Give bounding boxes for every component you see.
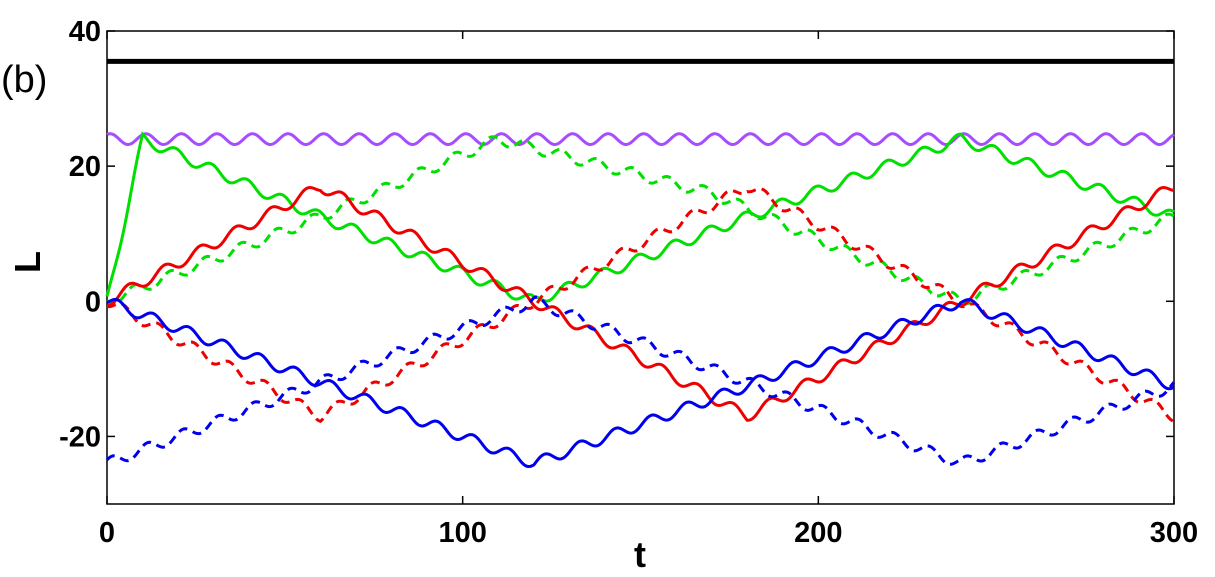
x-tick-label: 0	[99, 517, 115, 549]
series-line-5	[106, 187, 1175, 424]
series-line-4	[107, 186, 1175, 422]
series-line-6	[106, 297, 1175, 469]
x-axis-label: t	[634, 534, 646, 575]
y-tick-label: 40	[69, 16, 101, 48]
x-tick-label: 200	[794, 517, 842, 549]
series-line-2	[105, 131, 1175, 303]
panel-label: (b)	[1, 59, 47, 101]
y-axis-label: L	[7, 251, 48, 273]
y-tick-label: 20	[69, 151, 101, 183]
x-tick-label: 100	[438, 517, 486, 549]
series-line-3	[106, 135, 1175, 305]
series-line-7	[105, 295, 1176, 466]
series-line-1	[106, 132, 1175, 147]
y-tick-label: -20	[59, 421, 101, 453]
ticks: 0 100 200 300 -20 0 20 40	[59, 16, 1198, 549]
x-tick-label: 300	[1150, 517, 1198, 549]
y-tick-label: 0	[85, 286, 101, 318]
series-layer	[105, 58, 1176, 469]
